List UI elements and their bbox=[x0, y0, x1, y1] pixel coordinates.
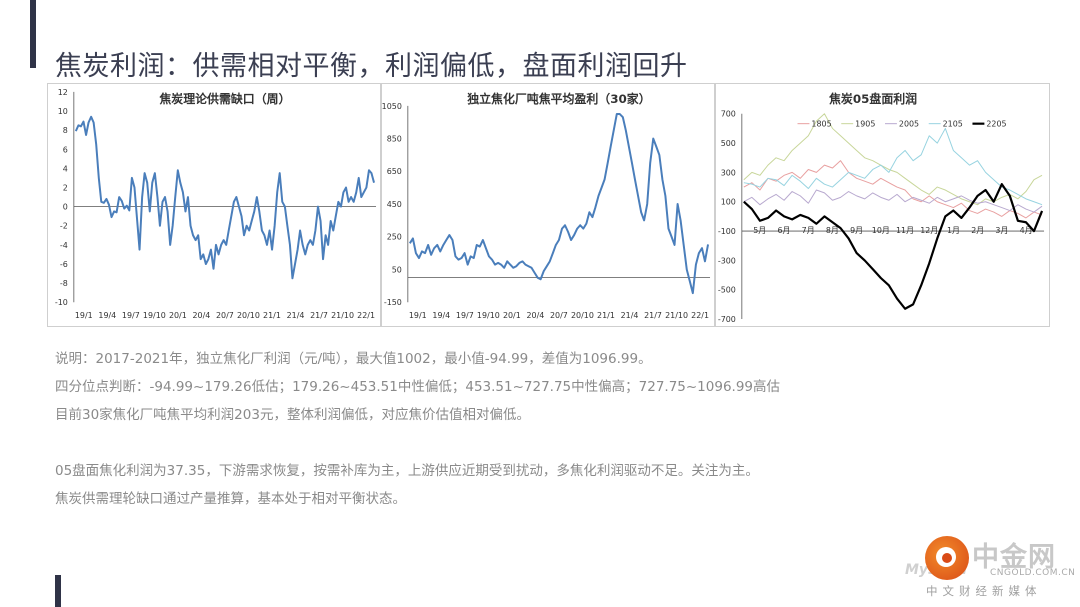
x-tick-label: 22/1 bbox=[691, 311, 709, 320]
legend-label: 2105 bbox=[943, 120, 963, 129]
x-tick-label: 3月 bbox=[995, 226, 1008, 235]
x-tick-label: 11月 bbox=[896, 226, 914, 235]
x-tick-label: 21/10 bbox=[331, 311, 354, 320]
x-tick-label: 19/10 bbox=[143, 311, 166, 320]
x-tick-label: 21/4 bbox=[621, 311, 639, 320]
y-tick-label: -4 bbox=[60, 241, 68, 250]
x-tick-label: 20/4 bbox=[526, 311, 544, 320]
x-tick-label: 21/4 bbox=[287, 311, 305, 320]
y-tick-label: 50 bbox=[392, 265, 402, 274]
y-tick-label: 250 bbox=[387, 233, 402, 242]
series-line-2005 bbox=[743, 189, 1043, 213]
y-tick-label: 850 bbox=[387, 135, 402, 144]
series-line-0-0 bbox=[74, 115, 375, 280]
x-tick-label: 6月 bbox=[777, 226, 790, 235]
x-tick-label: 19/1 bbox=[409, 311, 427, 320]
y-tick-label: 2 bbox=[63, 183, 68, 192]
y-tick-label: 650 bbox=[387, 167, 402, 176]
x-tick-label: 9月 bbox=[850, 226, 863, 235]
legend-label: 1805 bbox=[811, 120, 831, 129]
x-tick-label: 22/1 bbox=[357, 311, 375, 320]
series-line-2105 bbox=[743, 127, 1043, 206]
chart-futures-profit: 焦炭05盘面利润 700 500 300 100 -100 -300 -500 -700 5月 6月… bbox=[718, 92, 1045, 324]
x-tick-label: 19/10 bbox=[477, 311, 500, 320]
page-title: 焦炭利润：供需相对平衡，利润偏低，盘面利润回升 bbox=[55, 51, 688, 82]
x-tick-label: 19/4 bbox=[98, 311, 116, 320]
watermark-tagline: 中文财经新媒体 bbox=[926, 584, 1042, 598]
y-tick-label: -8 bbox=[60, 279, 68, 288]
chart-title: 独立焦化厂吨焦平均盈利（30家） bbox=[466, 92, 650, 106]
watermark-name: 中金网 bbox=[972, 542, 1056, 573]
x-tick-label: 4月 bbox=[1020, 226, 1033, 235]
series-line-1-0 bbox=[408, 113, 710, 295]
x-tick-label: 21/1 bbox=[597, 311, 615, 320]
y-tick-label: 4 bbox=[63, 164, 68, 173]
x-tick-label: 5月 bbox=[753, 226, 766, 235]
y-tick-label: 0 bbox=[63, 203, 68, 212]
title-accent-bar bbox=[30, 0, 36, 68]
x-tick-label: 19/4 bbox=[432, 311, 450, 320]
y-tick-label: -2 bbox=[60, 222, 68, 231]
y-tick-label: -6 bbox=[60, 260, 68, 269]
chart-supply-gap: 焦炭理论供需缺口（周） 12 10 8 6 4 2 0 -2 -4 -6 -8 -10 19/1 19/4 1… bbox=[55, 88, 377, 320]
y-tick-label: 6 bbox=[63, 145, 68, 154]
y-tick-label: -10 bbox=[55, 298, 68, 307]
legend-label: 2205 bbox=[986, 120, 1006, 129]
x-tick-label: 7月 bbox=[802, 226, 815, 235]
chart-coking-profit: 独立焦化厂吨焦平均盈利（30家） 1050 850 650 450 250 50 -150 19… bbox=[382, 92, 711, 320]
x-tick-label: 20/7 bbox=[550, 311, 568, 320]
x-tick-label: 12月 bbox=[920, 226, 938, 235]
x-tick-label: 20/10 bbox=[237, 311, 260, 320]
chart-title: 焦炭理论供需缺口（周） bbox=[158, 92, 290, 106]
watermark-logo-icon bbox=[925, 536, 969, 580]
y-tick-label: -300 bbox=[718, 256, 736, 265]
note-line-3: 目前30家焦化厂吨焦平均利润203元，整体利润偏低，对应焦价估值相对偏低。 bbox=[55, 407, 530, 423]
legend-label: 2005 bbox=[899, 120, 919, 129]
y-tick-label: 450 bbox=[387, 200, 402, 209]
x-tick-label: 20/7 bbox=[216, 311, 234, 320]
y-tick-label: 300 bbox=[721, 168, 736, 177]
y-tick-label: 100 bbox=[721, 198, 736, 207]
x-tick-label: 1月 bbox=[947, 226, 960, 235]
x-tick-label: 21/10 bbox=[665, 311, 688, 320]
legend-label: 1905 bbox=[855, 120, 875, 129]
series-line-1805 bbox=[743, 160, 1043, 219]
y-tick-label: 10 bbox=[58, 107, 68, 116]
y-tick-label: 8 bbox=[63, 126, 68, 135]
chart-title: 焦炭05盘面利润 bbox=[828, 92, 917, 106]
series-line-2205 bbox=[743, 183, 1044, 310]
y-tick-label: -500 bbox=[718, 286, 736, 295]
note-line-2: 四分位点判断：-94.99~179.26低估；179.26~453.51中性偏低… bbox=[55, 379, 781, 395]
x-tick-label: 10月 bbox=[872, 226, 890, 235]
x-tick-label: 19/1 bbox=[75, 311, 93, 320]
y-tick-label: -100 bbox=[718, 227, 736, 236]
x-tick-label: 19/7 bbox=[456, 311, 474, 320]
y-tick-label: -700 bbox=[718, 315, 736, 324]
note-line-1: 说明：2017-2021年，独立焦化厂利润（元/吨），最大值1002，最小值-9… bbox=[55, 351, 652, 367]
x-tick-label: 8月 bbox=[826, 226, 839, 235]
y-tick-label: 700 bbox=[721, 110, 736, 119]
x-tick-label: 21/7 bbox=[644, 311, 662, 320]
x-tick-label: 21/7 bbox=[310, 311, 328, 320]
y-tick-label: 1050 bbox=[382, 102, 402, 111]
chart-panel-coking-profit: 独立焦化厂吨焦平均盈利（30家） 1050 850 650 450 250 50 -150 19… bbox=[381, 83, 715, 327]
x-tick-label: 19/7 bbox=[122, 311, 140, 320]
y-tick-label: -150 bbox=[384, 298, 402, 307]
x-tick-label: 2月 bbox=[971, 226, 984, 235]
footer-accent-bar bbox=[55, 575, 61, 607]
x-tick-label: 21/1 bbox=[263, 311, 281, 320]
x-tick-label: 20/4 bbox=[192, 311, 210, 320]
note-line-4: 05盘面焦化利润为37.35，下游需求恢复，按需补库为主，上游供应近期受到扰动，… bbox=[55, 463, 759, 479]
watermark-url: CNGOLD.COM.CN bbox=[990, 568, 1076, 578]
y-tick-label: 500 bbox=[721, 139, 736, 148]
chart-panel-futures-profit: 焦炭05盘面利润 700 500 300 100 -100 -300 -500 -700 5月 6月… bbox=[715, 83, 1050, 327]
x-tick-label: 20/1 bbox=[169, 311, 187, 320]
x-tick-label: 20/10 bbox=[571, 311, 594, 320]
chart-panel-supply-gap: 焦炭理论供需缺口（周） 12 10 8 6 4 2 0 -2 -4 -6 -8 -10 19/1 19/4 1… bbox=[47, 83, 381, 327]
note-line-5: 焦炭供需理轮缺口通过产量推算，基本处于相对平衡状态。 bbox=[55, 491, 406, 507]
y-tick-label: 12 bbox=[58, 88, 68, 97]
x-tick-label: 20/1 bbox=[503, 311, 521, 320]
